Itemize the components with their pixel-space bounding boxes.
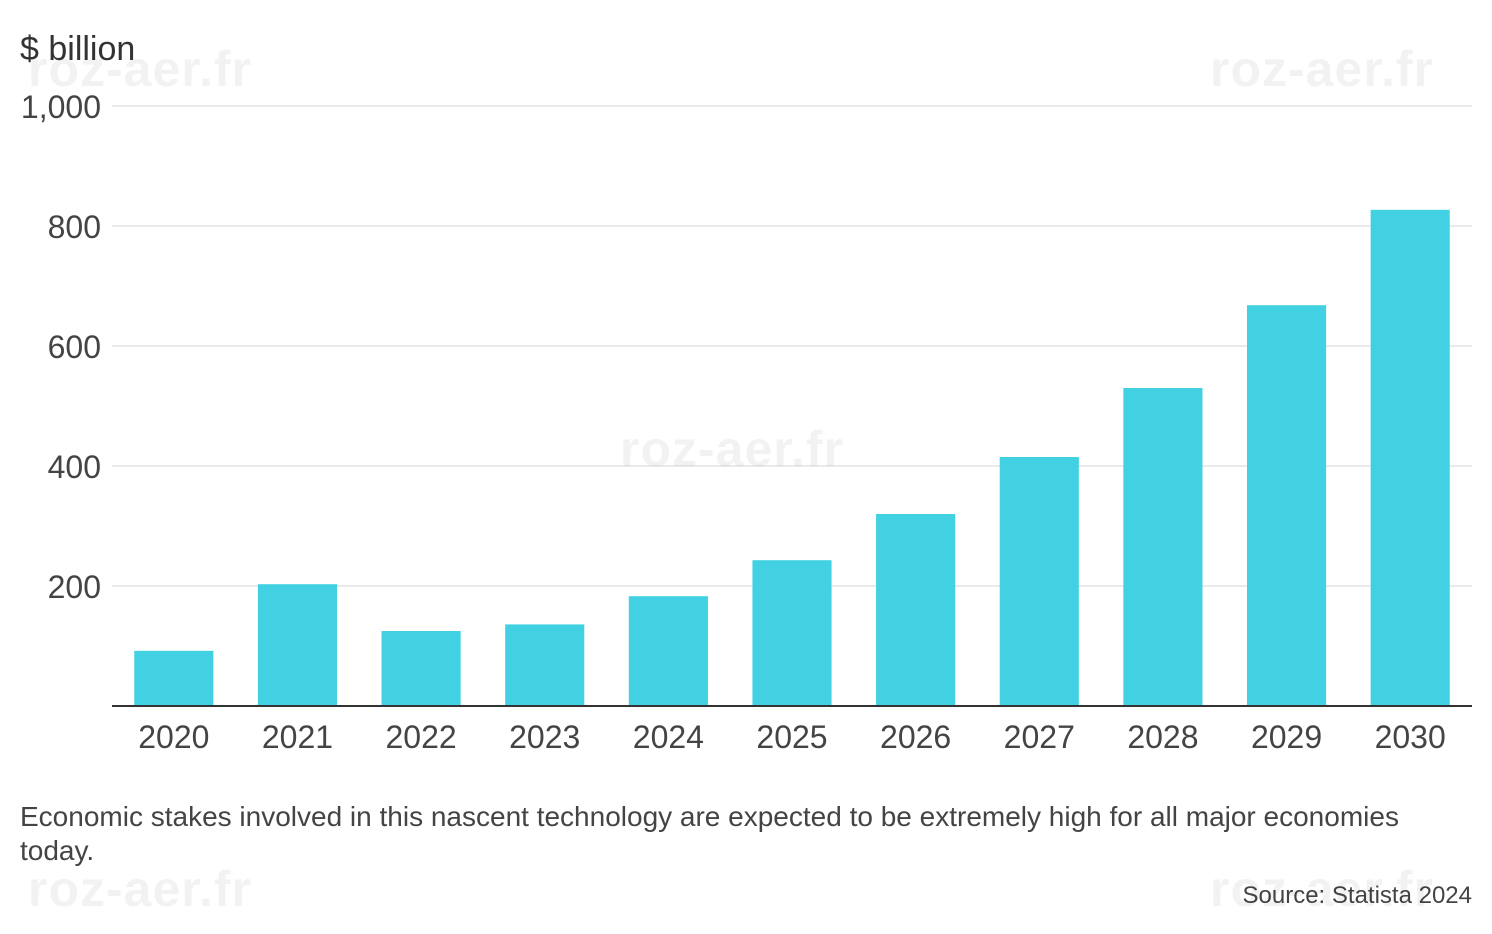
x-tick-label: 2028	[1127, 719, 1198, 755]
x-tick-label: 2025	[756, 719, 827, 755]
x-tick-label: 2023	[509, 719, 580, 755]
bar	[628, 596, 708, 706]
y-tick-label: 400	[48, 449, 101, 485]
bar	[1246, 305, 1327, 706]
x-tick-label: 2029	[1251, 719, 1322, 755]
bar	[752, 560, 832, 706]
bar	[134, 650, 214, 706]
bar	[1370, 209, 1450, 707]
y-tick-label: 800	[48, 209, 101, 245]
y-tick-label: 200	[48, 569, 101, 605]
x-tick-label: 2024	[633, 719, 704, 755]
bar	[505, 624, 585, 706]
bar	[999, 457, 1079, 706]
x-tick-label: 2030	[1375, 719, 1446, 755]
x-tick-label: 2026	[880, 719, 951, 755]
x-tick-label: 2027	[1004, 719, 1075, 755]
bar	[381, 631, 461, 706]
x-tick-label: 2022	[385, 719, 456, 755]
x-tick-label: 2020	[138, 719, 209, 755]
bar	[1123, 388, 1203, 706]
chart-caption: Economic stakes involved in this nascent…	[20, 801, 1399, 866]
bar	[876, 514, 956, 706]
x-tick-label: 2021	[262, 719, 333, 755]
source-note: Source: Statista 2024	[1242, 882, 1472, 909]
y-axis-unit-label: $ billion	[20, 30, 136, 68]
y-tick-label: 600	[48, 329, 101, 365]
bar	[257, 584, 338, 706]
y-tick-label: 1,000	[21, 89, 101, 125]
